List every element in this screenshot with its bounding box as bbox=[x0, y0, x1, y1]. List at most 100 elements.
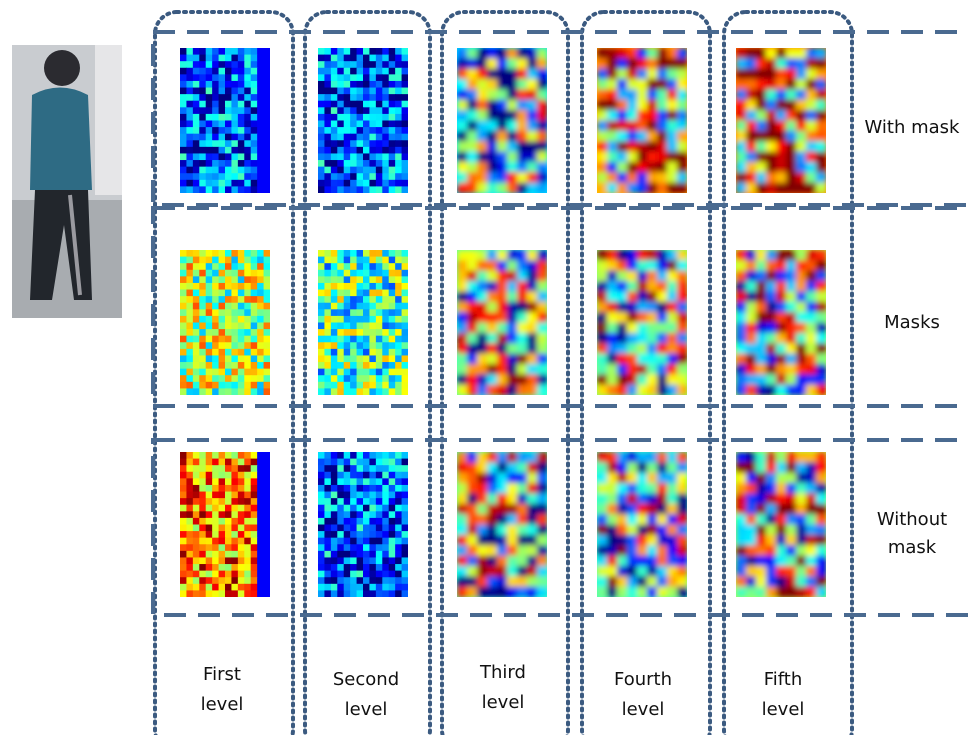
heatmap-cell bbox=[225, 388, 232, 395]
heatmap-cell bbox=[350, 388, 357, 395]
heatmap-cell bbox=[337, 186, 344, 193]
heatmap-cell bbox=[402, 525, 409, 532]
heatmap-cell bbox=[219, 577, 226, 584]
heatmap-cell bbox=[607, 100, 618, 111]
heatmap-cell bbox=[244, 127, 251, 134]
heatmap-cell bbox=[257, 571, 264, 578]
heatmap-cell bbox=[607, 48, 618, 59]
heatmap-cell bbox=[231, 342, 238, 349]
heatmap-cell bbox=[507, 525, 518, 536]
heatmap-cell bbox=[457, 493, 468, 504]
heatmap-cell bbox=[186, 584, 193, 591]
heatmap-cell bbox=[324, 498, 331, 505]
heatmap-cell bbox=[667, 343, 678, 354]
heatmap-cell bbox=[816, 302, 827, 313]
heatmap-cell bbox=[736, 525, 747, 536]
heatmap-cell bbox=[607, 525, 618, 536]
heatmap-cell bbox=[477, 162, 488, 173]
heatmap-cell bbox=[206, 492, 213, 499]
heatmap-cell bbox=[487, 354, 498, 365]
heatmap-cell bbox=[337, 571, 344, 578]
heatmap-cell bbox=[331, 134, 338, 141]
heatmap-cell bbox=[816, 493, 827, 504]
heatmap-cell bbox=[337, 518, 344, 525]
heatmap-cell bbox=[251, 459, 258, 466]
heatmap-cell bbox=[219, 309, 226, 316]
heatmap-cell bbox=[357, 492, 364, 499]
heatmap-cell bbox=[350, 342, 357, 349]
heatmap-cell bbox=[667, 141, 678, 152]
heatmap-cell bbox=[238, 478, 245, 485]
heatmap-cell bbox=[756, 89, 767, 100]
heatmap-cell bbox=[251, 173, 258, 180]
heatmap-cell bbox=[193, 498, 200, 505]
heatmap-cell bbox=[766, 172, 777, 183]
heatmap-cell bbox=[627, 525, 638, 536]
heatmap-cell bbox=[357, 465, 364, 472]
heatmap-cell bbox=[257, 153, 264, 160]
heatmap-cell bbox=[357, 349, 364, 356]
heatmap-cell bbox=[402, 478, 409, 485]
heatmap-cell bbox=[257, 355, 264, 362]
heatmap-cell bbox=[206, 557, 213, 564]
heatmap-cell bbox=[766, 250, 777, 261]
heatmap-cell bbox=[251, 518, 258, 525]
heatmap-cell bbox=[206, 290, 213, 297]
heatmap-cell bbox=[212, 485, 219, 492]
heatmap-cell bbox=[402, 329, 409, 336]
heatmap-cell bbox=[746, 131, 757, 142]
heatmap-cell bbox=[497, 141, 508, 152]
heatmap-cell bbox=[497, 514, 508, 525]
heatmap-cell bbox=[647, 152, 658, 163]
heatmap-cell bbox=[776, 504, 787, 515]
heatmap-cell bbox=[357, 375, 364, 382]
heatmap-cell bbox=[231, 180, 238, 187]
heatmap-cell bbox=[389, 459, 396, 466]
heatmap-cell bbox=[816, 587, 827, 598]
heatmap-cell bbox=[357, 478, 364, 485]
heatmap-cell bbox=[357, 180, 364, 187]
heatmap-cell bbox=[251, 134, 258, 141]
heatmap-cell bbox=[517, 385, 528, 396]
heatmap-cell bbox=[180, 557, 187, 564]
heatmap-cell bbox=[193, 68, 200, 75]
heatmap-cell bbox=[647, 250, 658, 261]
heatmap-cell bbox=[657, 260, 668, 271]
heatmap-cell bbox=[238, 342, 245, 349]
heatmap-cell bbox=[477, 58, 488, 69]
heatmap-cell bbox=[537, 462, 548, 473]
heatmap-cell bbox=[369, 590, 376, 597]
heatmap-cell bbox=[193, 544, 200, 551]
heatmap-cell bbox=[382, 134, 389, 141]
heatmap-cell bbox=[257, 388, 264, 395]
heatmap-cell bbox=[487, 504, 498, 515]
heatmap-cell bbox=[657, 302, 668, 313]
heatmap-cell bbox=[318, 48, 325, 55]
heatmap-cell bbox=[318, 140, 325, 147]
heatmap-cell bbox=[467, 131, 478, 142]
heatmap-cell bbox=[225, 283, 232, 290]
heatmap-cell bbox=[477, 364, 488, 375]
heatmap-cell bbox=[324, 375, 331, 382]
heatmap-cell bbox=[607, 89, 618, 100]
heatmap-cell bbox=[331, 336, 338, 343]
heatmap-cell bbox=[357, 342, 364, 349]
heatmap-cell bbox=[389, 349, 396, 356]
heatmap-cell bbox=[219, 101, 226, 108]
heatmap-cell bbox=[206, 382, 213, 389]
heatmap-cell bbox=[244, 94, 251, 101]
heatmap-cell bbox=[736, 89, 747, 100]
heatmap-cell bbox=[647, 100, 658, 111]
heatmap-cell bbox=[244, 564, 251, 571]
heatmap-cell bbox=[657, 69, 668, 80]
heatmap-cell bbox=[264, 94, 271, 101]
heatmap-cell bbox=[776, 587, 787, 598]
heatmap-cell bbox=[363, 121, 370, 128]
heatmap-cell bbox=[389, 525, 396, 532]
heatmap-blur bbox=[180, 250, 271, 396]
heatmap-cell bbox=[657, 333, 668, 344]
heatmap-cell bbox=[344, 134, 351, 141]
heatmap-cell bbox=[337, 342, 344, 349]
heatmap-cell bbox=[517, 343, 528, 354]
heatmap-cell bbox=[344, 478, 351, 485]
